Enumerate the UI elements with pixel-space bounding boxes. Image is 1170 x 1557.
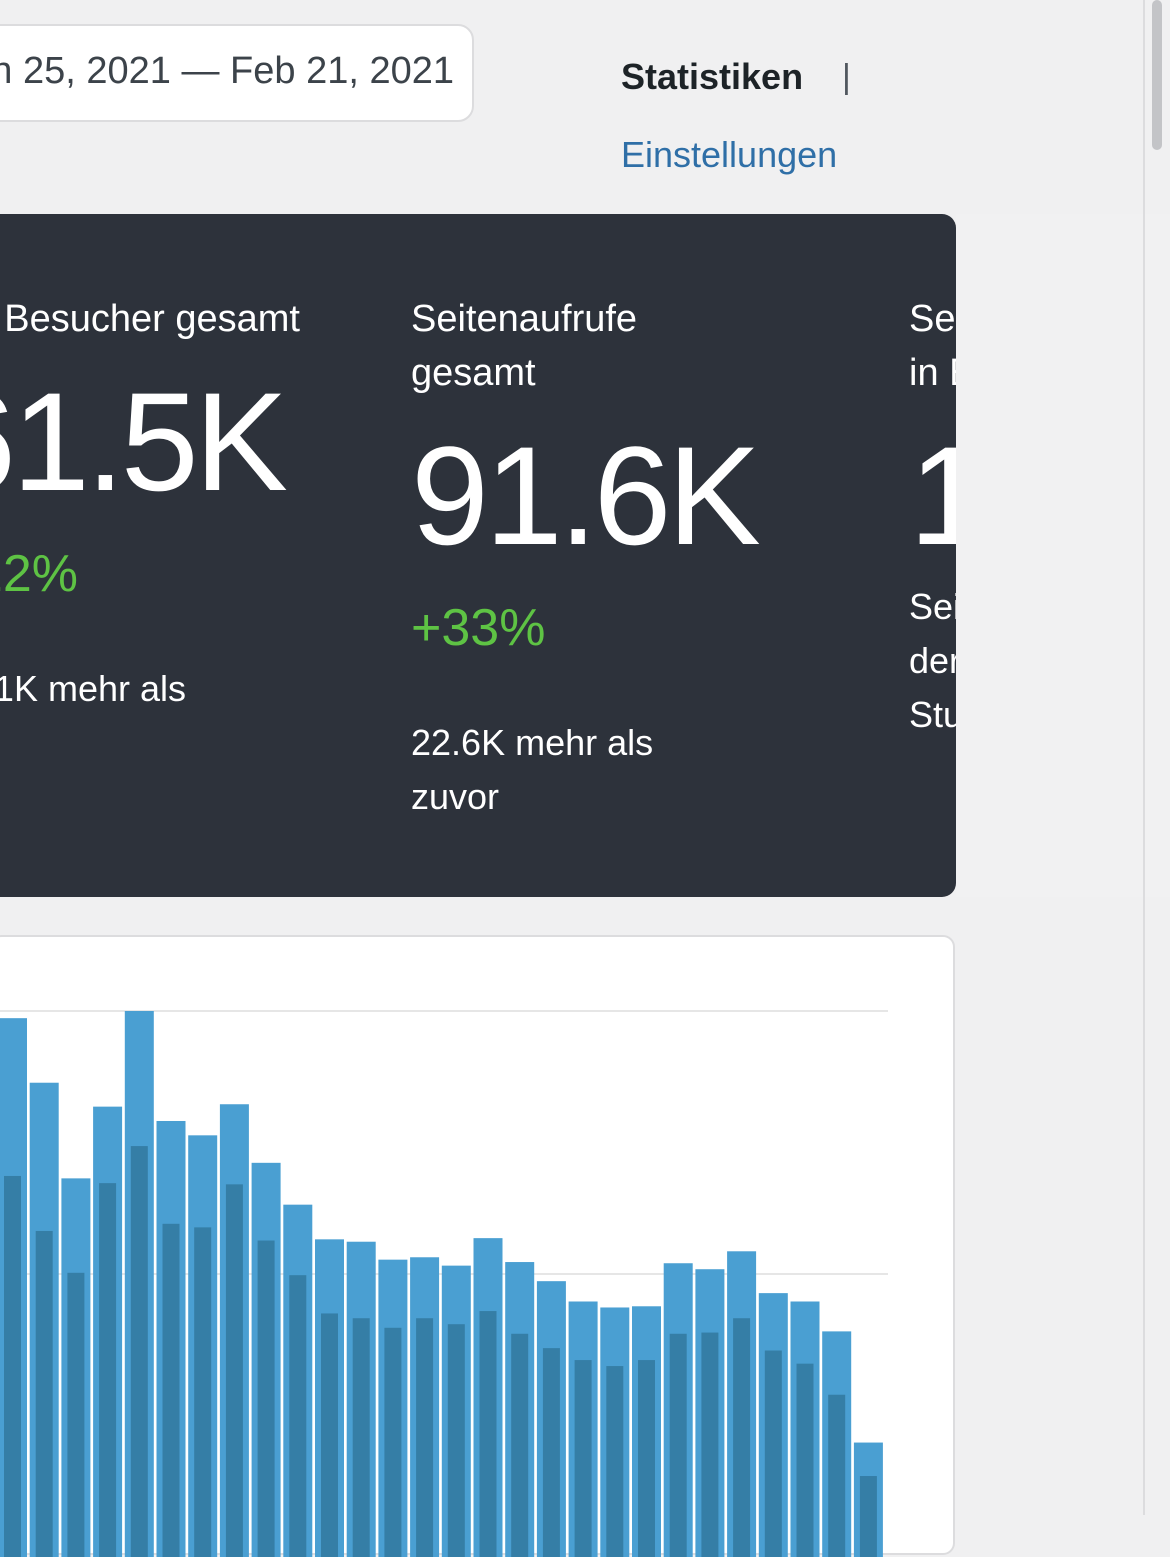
visitors-bar[interactable] xyxy=(416,1318,434,1557)
stat-value: 61.5K xyxy=(0,363,288,520)
visitors-bar[interactable] xyxy=(99,1183,117,1557)
pageviews-chart xyxy=(0,1010,888,1557)
nav-separator: | xyxy=(842,58,851,96)
visitors-bar[interactable] xyxy=(796,1363,814,1557)
stat-change: +33% xyxy=(411,599,546,657)
nav-settings-link[interactable]: Einstellungen xyxy=(621,134,838,175)
visitors-bar[interactable] xyxy=(764,1350,782,1557)
visitors-bar[interactable] xyxy=(859,1476,877,1557)
offscreen-fade-overlay xyxy=(956,214,1170,897)
visitors-bar[interactable] xyxy=(574,1360,592,1557)
stat-value: 115 xyxy=(909,417,956,574)
visitors-bar[interactable] xyxy=(352,1318,370,1557)
stat-note: 22.6K mehr als zuvor xyxy=(411,722,654,817)
visitors-bar[interactable] xyxy=(479,1311,497,1557)
stat-label: Seitenaufrufe gesamt xyxy=(411,298,638,394)
visitors-bar[interactable] xyxy=(67,1272,85,1557)
date-range-text: Jan 25, 2021 — Feb 21, 2021 xyxy=(0,50,454,92)
nav-statistics[interactable]: Statistiken xyxy=(621,56,804,97)
stat-label: Seitenaufrufe in Echtzeit xyxy=(909,298,956,394)
stat-note: Seitenaufrufe in der letzten Stunde xyxy=(909,586,956,735)
visitors-bar[interactable] xyxy=(225,1184,243,1557)
visitors-bar[interactable] xyxy=(447,1324,465,1557)
stat-label: Besucher gesamt xyxy=(4,298,300,340)
visitors-bar[interactable] xyxy=(35,1230,53,1557)
visitors-bar[interactable] xyxy=(130,1146,148,1557)
visitors-bar[interactable] xyxy=(733,1318,751,1557)
visitors-bar[interactable] xyxy=(701,1332,719,1557)
scrollbar-track[interactable] xyxy=(1143,0,1145,1515)
visitors-bar[interactable] xyxy=(606,1366,624,1557)
visitors-bar[interactable] xyxy=(828,1394,846,1557)
stats-panel: Besucher gesamt 61.5K +22% 11.1K mehr al… xyxy=(0,214,956,897)
visitors-bar[interactable] xyxy=(511,1333,529,1557)
stat-value: 91.6K xyxy=(411,417,761,574)
stat-total-visitors: Besucher gesamt 61.5K +22% 11.1K mehr al… xyxy=(0,214,300,897)
stat-note: 11.1K mehr als xyxy=(0,668,186,709)
visitors-bar[interactable] xyxy=(669,1333,687,1557)
visitors-bar[interactable] xyxy=(4,1175,21,1557)
visitors-bar[interactable] xyxy=(289,1275,307,1557)
chart-card xyxy=(0,935,955,1557)
visitors-bar[interactable] xyxy=(321,1313,338,1557)
visitors-bar[interactable] xyxy=(542,1348,560,1557)
visitors-bar[interactable] xyxy=(384,1327,402,1557)
visitors-bar[interactable] xyxy=(638,1360,655,1557)
visitors-bar[interactable] xyxy=(257,1240,275,1557)
scrollbar-thumb[interactable] xyxy=(1152,0,1162,150)
date-range-picker[interactable]: Jan 25, 2021 — Feb 21, 2021 xyxy=(0,24,474,122)
stat-change: +22% xyxy=(0,545,78,603)
visitors-bar[interactable] xyxy=(162,1223,180,1557)
visitors-bar[interactable] xyxy=(194,1227,212,1557)
